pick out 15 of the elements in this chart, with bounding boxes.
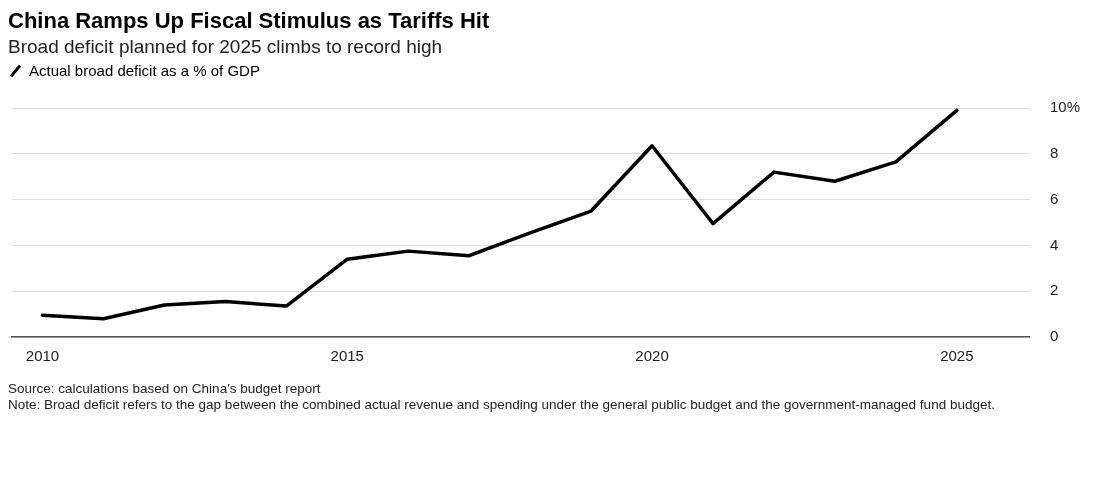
y-tick-label: 10% <box>1049 98 1081 116</box>
y-tick-label: 6 <box>1049 189 1059 207</box>
x-tick-label: 2020 <box>635 347 669 365</box>
x-tick-label: 2015 <box>330 347 364 365</box>
source-note: Source: calculations based on China's budget report <box>8 381 322 397</box>
x-tick-label: 2025 <box>940 347 974 365</box>
chart-subtitle: Broad deficit planned for 2025 climbs to record high <box>8 36 444 58</box>
y-tick-label: 4 <box>1049 235 1059 253</box>
x-tick-label: 2010 <box>25 347 60 365</box>
chart-title: China Ramps Up Fiscal Stimulus as Tariffs Hit <box>8 8 491 34</box>
y-tick-label: 8 <box>1049 143 1059 161</box>
y-tick-label: 0 <box>1049 327 1059 345</box>
legend-label: Actual broad deficit as a % of GDP <box>29 62 260 79</box>
text: Note: Broad deficit refers to the gap between the combined actual revenue and spending under the general public budget and the government-managed fund budget. <box>8 397 996 413</box>
y-tick-label: 2 <box>1049 281 1059 299</box>
